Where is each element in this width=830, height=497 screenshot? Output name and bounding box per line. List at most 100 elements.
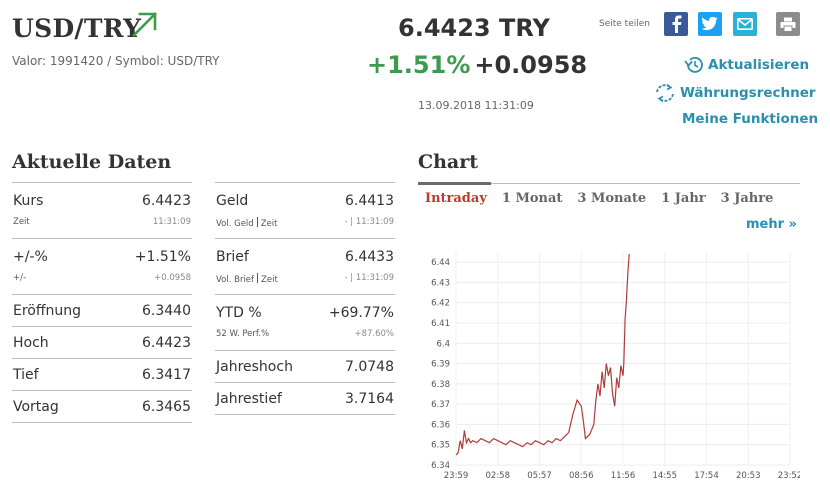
table-row: Eröffnung 6.3440 [12,295,192,327]
my-functions-link[interactable]: Meine Funktionen [682,111,819,127]
print-icon [780,17,796,32]
chart-divider [418,183,800,184]
sublabel-time: Zeit [261,275,278,285]
exchange-icon [656,83,674,103]
chart-range-tabs: Intraday 1 Monat 3 Monate 1 Jahr 3 Jahre [425,191,773,206]
mail-share-button[interactable] [733,12,757,36]
more-link[interactable]: mehr » [746,217,797,232]
y-tick-label: 6.36 [431,420,450,430]
intraday-chart: 6.34 6.35 6.36 6.37 6.38 6.39 6.4 6.41 6.42 6.43 6… [431,252,800,481]
y-tick-labels: 6.34 6.35 6.36 6.37 6.38 6.39 6.4 6.41 6.42 6.43 6… [431,258,450,471]
active-tab-indicator [418,182,491,185]
tab-3-jahre[interactable]: 3 Jahre [720,191,774,206]
row-label: Tief [13,366,39,383]
table-row: Jahreshoch 7.0748 [215,351,395,383]
y-tick-label: 6.42 [431,299,450,309]
row-label: Jahrestief [216,390,282,407]
row-sublabel: +/- [13,273,27,283]
table-row: Vortag 6.3465 [12,391,192,423]
print-button[interactable] [776,12,800,36]
row-label: Kurs [13,193,44,209]
row-value: 6.4433 [345,249,394,265]
table-row: Tief 6.3417 [12,359,192,391]
row-subvalue: +87.60% [354,329,394,339]
converter-label: Währungsrechner [680,85,816,101]
y-tick-label: 6.44 [431,258,450,268]
tab-1-monat[interactable]: 1 Monat [501,191,563,206]
table-row: Geld Vol. Geld Zeit 6.4413 - | 11:31:09 [215,183,395,239]
tab-1-jahr[interactable]: 1 Jahr [661,191,706,206]
row-value: 6.3465 [142,398,191,415]
y-tick-label: 6.39 [431,360,450,370]
y-tick-label: 6.38 [431,380,450,390]
y-tick-label: 6.4 [436,339,450,349]
y-tick-label: 6.41 [431,319,450,329]
twitter-share-button[interactable] [698,12,722,36]
table-row: +/-% +/- +1.51% +0.0958 [12,239,192,295]
table-row: YTD % 52 W. Perf.% +69.77% +87.60% [215,295,395,351]
chart-title: Chart [418,151,479,173]
row-sublabel: Vol. Brief Zeit [216,273,278,285]
row-label: Brief [216,249,249,265]
row-value: 7.0748 [345,358,394,375]
row-subvalue: 11:31:09 [152,217,191,227]
row-value: 6.3440 [142,302,191,319]
change-absolute: +0.0958 [474,51,588,79]
row-subvalue: +0.0958 [154,273,191,283]
row-value: 6.3417 [142,366,191,383]
twitter-icon [702,17,718,31]
current-data-table-left: Kurs Zeit 6.4423 11:31:09 +/-% +/- +1.51% +0… [12,182,192,423]
current-data-title: Aktuelle Daten [12,151,172,173]
refresh-clock-icon [684,57,703,73]
y-tick-label: 6.35 [431,441,450,451]
y-tick-label: 6.34 [431,461,450,471]
x-tick-label: 17:54 [694,471,719,481]
row-label: Geld [216,193,249,209]
divider [257,273,259,283]
facebook-icon [672,15,682,33]
facebook-share-button[interactable] [664,12,688,36]
x-tick-label: 23:52 [778,471,800,481]
arrow-up-right-icon [132,12,157,37]
y-tick-label: 6.43 [431,278,450,288]
currency-converter-link[interactable]: Währungsrechner [654,83,816,103]
x-gridlines [455,252,791,465]
refresh-label: Aktualisieren [708,57,810,73]
refresh-link[interactable]: Aktualisieren [684,56,809,74]
row-value: 6.4413 [345,193,394,209]
row-value: +69.77% [328,305,394,321]
sublabel-volume: Vol. Geld [216,219,254,229]
x-tick-label: 20:53 [736,471,761,481]
row-label: YTD % [216,305,262,321]
mail-icon [737,18,753,30]
table-row: Hoch 6.4423 [12,327,192,359]
change-percent: +1.51% [367,51,471,79]
row-value: 6.4423 [142,193,191,209]
table-row: Kurs Zeit 6.4423 11:31:09 [12,183,192,239]
sublabel-volume: Vol. Brief [216,275,255,285]
row-label: Jahreshoch [216,358,293,375]
table-row: Jahrestief 3.7164 [215,383,395,415]
tab-intraday[interactable]: Intraday [425,191,487,206]
sublabel-time: Zeit [260,219,278,229]
row-value: 6.4423 [142,334,191,351]
row-label: Eröffnung [13,302,82,319]
x-tick-label: 23:59 [444,471,469,481]
y-tick-label: 6.37 [431,400,450,410]
x-tick-label: 02:58 [486,471,511,481]
symbol-title: USD/TRY [12,14,142,43]
row-value: 3.7164 [345,390,394,407]
price-change: +1.51% +0.0958 [367,51,587,79]
instrument-meta: Valor: 1991420 / Symbol: USD/TRY [12,54,220,68]
tab-3-monate[interactable]: 3 Monate [577,191,647,206]
row-label: Vortag [13,398,59,415]
row-label: +/-% [13,249,48,265]
price-series-line [455,253,630,456]
row-sublabel: 52 W. Perf.% [216,329,270,339]
table-row: Brief Vol. Brief Zeit 6.4433 - | 11:31:09 [215,239,395,295]
current-price: 6.4423 TRY [398,14,550,42]
current-data-table-right: Geld Vol. Geld Zeit 6.4413 - | 11:31:09 Bri… [215,182,395,415]
row-sublabel: Vol. Geld Zeit [216,217,277,229]
x-tick-labels: 23:59 02:58 05:57 08:56 11:56 14:55 17:54 20:53… [444,471,800,481]
share-label: Seite teilen [599,19,650,29]
